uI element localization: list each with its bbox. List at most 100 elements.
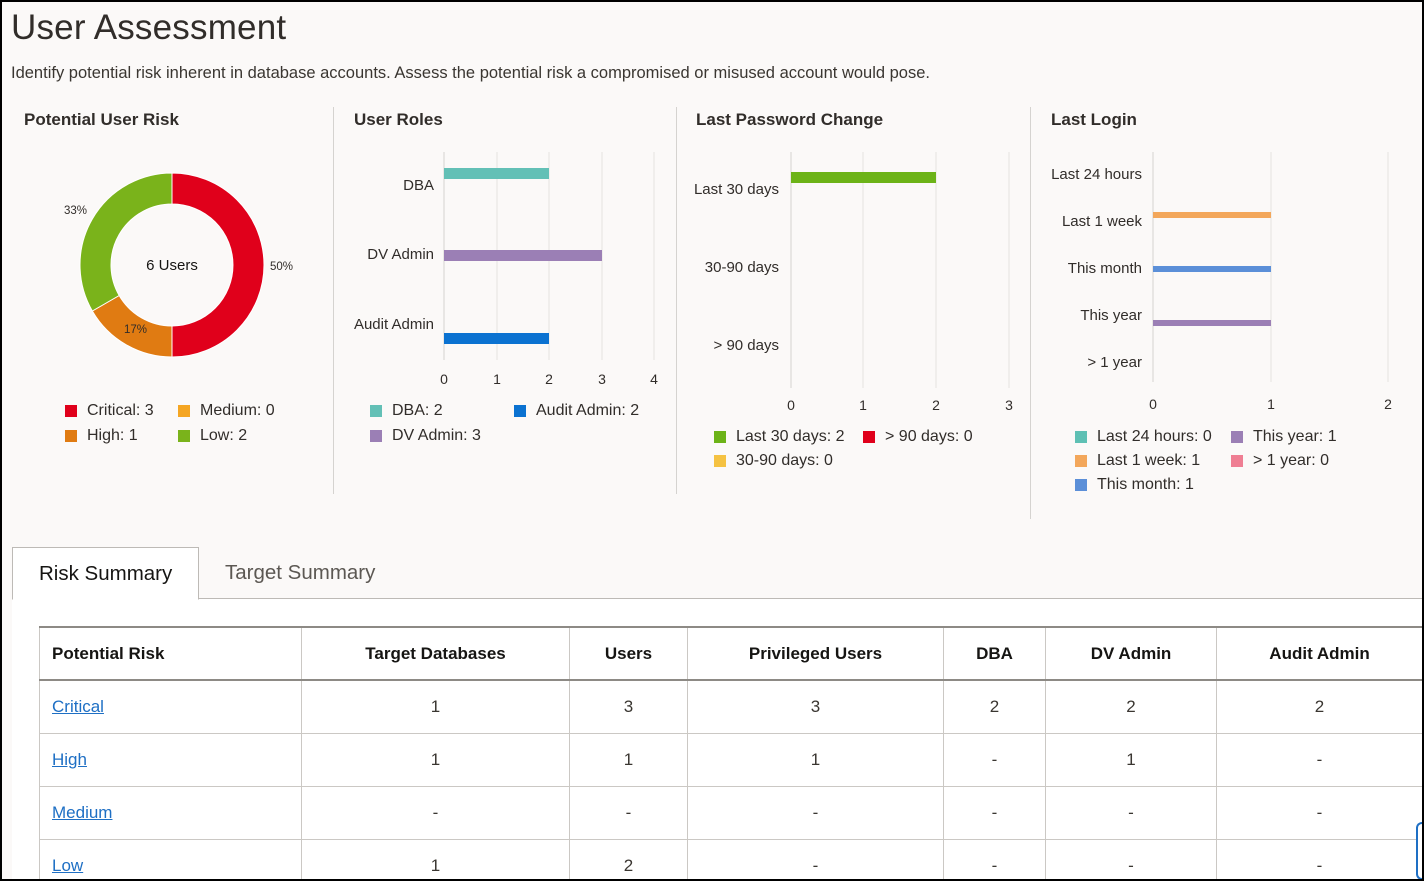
- password-change-panel: Last Password Change Last 30 days 30-90 …: [677, 102, 1029, 497]
- donut-pct-critical: 50%: [270, 261, 293, 273]
- password-change-title: Last Password Change: [696, 110, 884, 129]
- legend-swatch: [1231, 431, 1243, 443]
- legend-swatch: [714, 431, 726, 443]
- legend-label: 30-90 days: 0: [736, 452, 833, 469]
- table-cell: -: [1045, 838, 1217, 879]
- legend-dba[interactable]: DBA: 2: [370, 402, 443, 420]
- password-tick-label: 0: [787, 397, 795, 413]
- user-roles-bar-chart: DBA DV Admin Audit Admin 0 1 2 3 4: [354, 152, 658, 387]
- legend-dv-admin[interactable]: DV Admin: 3: [370, 427, 481, 445]
- login-category-label: > 1 year: [1087, 354, 1142, 371]
- table-header-row: Potential Risk Target Databases Users Pr…: [39, 626, 1422, 681]
- legend-swatch: [370, 430, 382, 442]
- column-header[interactable]: Users: [569, 626, 688, 681]
- login-bar-last-1-week[interactable]: [1153, 212, 1271, 218]
- risk-link-low[interactable]: Low: [52, 855, 84, 875]
- legend-label: Medium: 0: [200, 402, 275, 419]
- legend-label: > 90 days: 0: [885, 428, 973, 445]
- legend-last-24-hours[interactable]: Last 24 hours: 0: [1075, 428, 1212, 446]
- legend-over-1-year[interactable]: > 1 year: 0: [1231, 452, 1329, 470]
- legend-medium[interactable]: Medium: 0: [178, 402, 275, 420]
- legend-label: Last 1 week: 1: [1097, 452, 1201, 469]
- legend-swatch: [65, 430, 77, 442]
- table-cell: -: [1216, 732, 1422, 787]
- table-cell: -: [569, 785, 688, 840]
- legend-label: High: 1: [87, 427, 138, 444]
- password-tick-label: 3: [1005, 397, 1013, 413]
- table-cell: -: [1216, 838, 1422, 879]
- column-header[interactable]: Audit Admin: [1216, 626, 1422, 681]
- table-cell: -: [1216, 785, 1422, 840]
- risk-link-critical[interactable]: Critical: [52, 696, 104, 716]
- legend-over-90-days[interactable]: > 90 days: 0: [863, 428, 973, 446]
- legend-last-30-days[interactable]: Last 30 days: 2: [714, 428, 845, 446]
- column-header[interactable]: Target Databases: [301, 626, 570, 681]
- legend-label: > 1 year: 0: [1253, 452, 1330, 469]
- donut-slice-critical[interactable]: [171, 172, 265, 358]
- legend-swatch: [1075, 455, 1087, 467]
- login-tick-label: 1: [1267, 396, 1275, 412]
- legend-swatch: [370, 405, 382, 417]
- donut-slice-low[interactable]: [79, 172, 173, 312]
- tab-risk-summary[interactable]: Risk Summary: [12, 547, 200, 600]
- password-bar-last-30-days[interactable]: [791, 172, 936, 183]
- panel-divider: [676, 107, 677, 494]
- legend-label: Last 30 days: 2: [736, 428, 845, 445]
- tab-target-summary[interactable]: Target Summary: [225, 561, 376, 584]
- roles-bar-audit-admin[interactable]: [444, 333, 549, 344]
- table-cell: 1: [569, 732, 688, 787]
- legend-swatch: [714, 455, 726, 467]
- roles-category-label: DBA: [403, 177, 434, 194]
- roles-bar-dv-admin[interactable]: [444, 250, 602, 261]
- legend-high[interactable]: High: 1: [65, 427, 138, 445]
- login-category-label: Last 24 hours: [1051, 166, 1142, 183]
- password-tick-label: 2: [932, 397, 940, 413]
- legend-this-year[interactable]: This year: 1: [1231, 428, 1337, 446]
- login-bar-this-month[interactable]: [1153, 266, 1271, 272]
- legend-label: This month: 1: [1097, 476, 1194, 493]
- table-cell: 1: [301, 732, 570, 787]
- password-category-label: > 90 days: [714, 337, 779, 354]
- legend-label: DV Admin: 3: [392, 427, 481, 444]
- panel-divider: [1030, 107, 1031, 519]
- legend-audit-admin[interactable]: Audit Admin: 2: [514, 402, 639, 420]
- column-header[interactable]: DV Admin: [1045, 626, 1217, 681]
- login-bar-this-year[interactable]: [1153, 320, 1271, 326]
- password-gridlines: [790, 152, 1010, 388]
- table-cell: 2: [1216, 679, 1422, 734]
- legend-swatch: [863, 431, 875, 443]
- legend-low[interactable]: Low: 2: [178, 427, 247, 445]
- column-header[interactable]: Potential Risk: [39, 626, 302, 681]
- summary-tabs: Risk Summary Target Summary: [12, 547, 1422, 600]
- table-cell: Medium: [39, 785, 302, 840]
- password-category-label: 30-90 days: [705, 259, 779, 276]
- legend-swatch: [1231, 455, 1243, 467]
- roles-tick-label: 4: [650, 371, 658, 387]
- legend-swatch: [178, 405, 190, 417]
- legend-swatch: [178, 430, 190, 442]
- legend-this-month[interactable]: This month: 1: [1075, 476, 1194, 494]
- column-header[interactable]: DBA: [943, 626, 1046, 681]
- table-cell: 1: [301, 838, 570, 879]
- roles-tick-label: 1: [493, 371, 501, 387]
- last-login-bar-chart: Last 24 hours Last 1 week This month Thi…: [1051, 152, 1392, 412]
- risk-link-high[interactable]: High: [52, 749, 87, 769]
- login-tick-label: 2: [1384, 396, 1392, 412]
- side-panel-handle[interactable]: [1416, 822, 1422, 879]
- table-cell: Critical: [39, 679, 302, 734]
- legend-label: Last 24 hours: 0: [1097, 428, 1212, 445]
- roles-bar-dba[interactable]: [444, 168, 549, 179]
- password-category-label: Last 30 days: [694, 181, 779, 198]
- column-header[interactable]: Privileged Users: [687, 626, 944, 681]
- legend-30-90-days[interactable]: 30-90 days: 0: [714, 452, 833, 470]
- legend-swatch: [1075, 479, 1087, 491]
- legend-label: Critical: 3: [87, 402, 154, 419]
- donut-pct-low: 33%: [64, 205, 87, 217]
- risk-link-medium[interactable]: Medium: [52, 802, 113, 822]
- legend-last-1-week[interactable]: Last 1 week: 1: [1075, 452, 1200, 470]
- table-cell: 1: [687, 732, 944, 787]
- table-row: Medium - - - - - -: [39, 785, 1422, 840]
- table-cell: Low: [39, 838, 302, 879]
- roles-tick-label: 3: [598, 371, 606, 387]
- legend-critical[interactable]: Critical: 3: [65, 402, 154, 420]
